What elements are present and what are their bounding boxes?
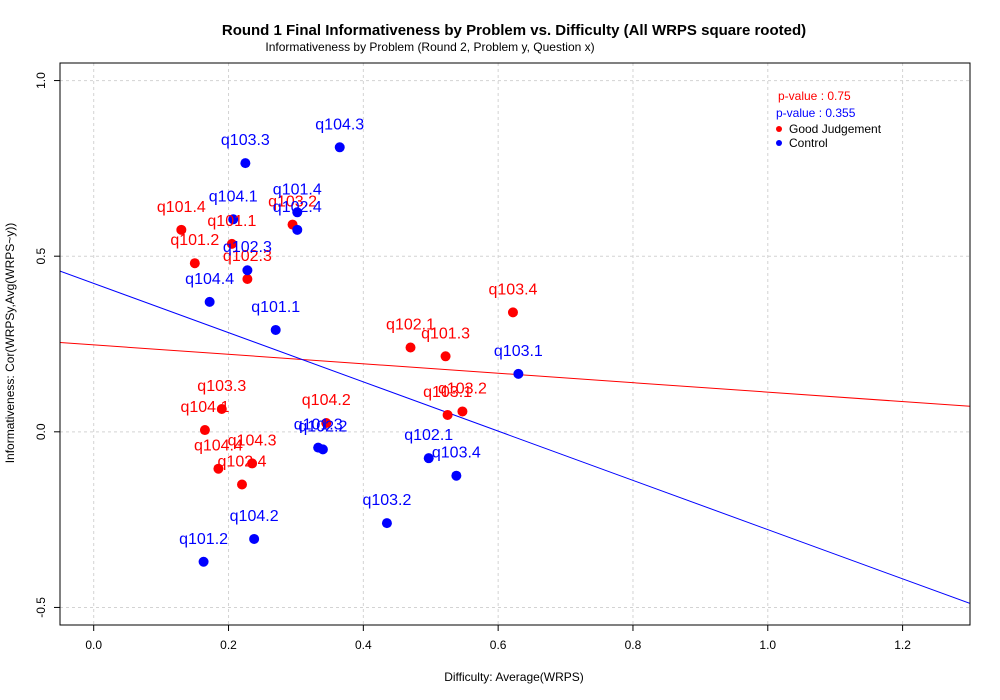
- point-label-control: q104.1: [209, 188, 258, 205]
- data-point-control: [199, 557, 209, 567]
- data-point-control: [513, 369, 523, 379]
- chart-subtitle: Informativeness by Problem (Round 2, Pro…: [265, 40, 594, 54]
- x-axis-label: Difficulty: Average(WRPS): [444, 670, 584, 684]
- data-point-good-judgement: [200, 425, 210, 435]
- point-label-control: q101.4: [273, 181, 322, 198]
- x-tick-label: 0.0: [85, 638, 102, 652]
- point-label-control: q102.2: [298, 418, 347, 435]
- point-label-good-judgement: q104.3: [228, 432, 277, 449]
- data-point-control: [205, 297, 215, 307]
- x-tick-label: 1.0: [759, 638, 776, 652]
- chart-title: Round 1 Final Informativeness by Problem…: [222, 22, 806, 39]
- legend: p-value : 0.75 p-value : 0.355 Good Judgem…: [776, 89, 882, 150]
- point-label-good-judgement: q104.2: [302, 392, 351, 409]
- point-label-good-judgement: q101.2: [170, 232, 219, 249]
- point-label-good-judgement: q102.4: [218, 454, 267, 471]
- x-tick-label: 0.4: [355, 638, 372, 652]
- data-point-control: [335, 142, 345, 152]
- data-point-control: [242, 265, 252, 275]
- point-label-control: q101.1: [251, 299, 300, 316]
- y-tick-label: 0.5: [34, 248, 48, 265]
- y-tick-label: 0.0: [34, 423, 48, 440]
- point-labels: q101.4q101.1q103.2q101.2q102.3q103.4q102…: [157, 116, 543, 547]
- point-label-good-judgement: q104.1: [180, 399, 229, 416]
- point-label-good-judgement: q101.4: [157, 199, 206, 216]
- x-tick-label: 0.6: [490, 638, 507, 652]
- x-tick-label: 1.2: [894, 638, 911, 652]
- point-label-control: q103.4: [432, 445, 481, 462]
- data-point-good-judgement: [441, 351, 451, 361]
- point-label-control: q103.2: [362, 492, 411, 509]
- data-point-control: [249, 534, 259, 544]
- data-point-good-judgement: [457, 406, 467, 416]
- point-label-good-judgement: q101.1: [207, 213, 256, 230]
- data-point-control: [240, 158, 250, 168]
- point-label-control: q103.1: [494, 343, 543, 360]
- data-point-good-judgement: [242, 274, 252, 284]
- point-label-control: q104.4: [185, 271, 234, 288]
- point-label-good-judgement: q103.2: [438, 380, 487, 397]
- point-label-control: q101.2: [179, 531, 228, 548]
- data-point-control: [292, 225, 302, 235]
- data-point-control: [318, 444, 328, 454]
- data-point-good-judgement: [237, 480, 247, 490]
- y-axis-label: Informativeness: Cor(WRPSy,Avg(WRPS~y)): [3, 223, 17, 464]
- data-point-good-judgement: [508, 307, 518, 317]
- point-label-control: q104.2: [230, 508, 279, 525]
- point-label-control: q102.1: [404, 427, 453, 444]
- point-label-control: q102.3: [223, 239, 272, 256]
- point-label-good-judgement: q101.3: [421, 325, 470, 342]
- legend-entry: Control: [789, 136, 828, 150]
- data-point-good-judgement: [443, 410, 453, 420]
- data-point-control: [382, 518, 392, 528]
- legend-marker: [776, 140, 782, 146]
- x-tick-label: 0.2: [220, 638, 237, 652]
- y-tick-label: 1.0: [34, 72, 48, 89]
- x-tick-label: 0.8: [625, 638, 642, 652]
- point-label-good-judgement: q103.4: [489, 281, 538, 298]
- data-point-good-judgement: [190, 258, 200, 268]
- legend-entry: Good Judgement: [789, 122, 882, 136]
- point-label-control: q104.3: [315, 116, 364, 133]
- legend-p-value: p-value : 0.75: [778, 89, 851, 103]
- point-label-control: q103.3: [221, 132, 270, 149]
- data-point-good-judgement: [406, 343, 416, 353]
- data-point-control: [451, 471, 461, 481]
- data-point-control: [271, 325, 281, 335]
- point-label-control: q102.4: [273, 199, 322, 216]
- legend-marker: [776, 126, 782, 132]
- legend-p-value: p-value : 0.355: [776, 106, 856, 120]
- point-label-good-judgement: q103.3: [197, 378, 246, 395]
- y-tick-label: -0.5: [34, 597, 48, 618]
